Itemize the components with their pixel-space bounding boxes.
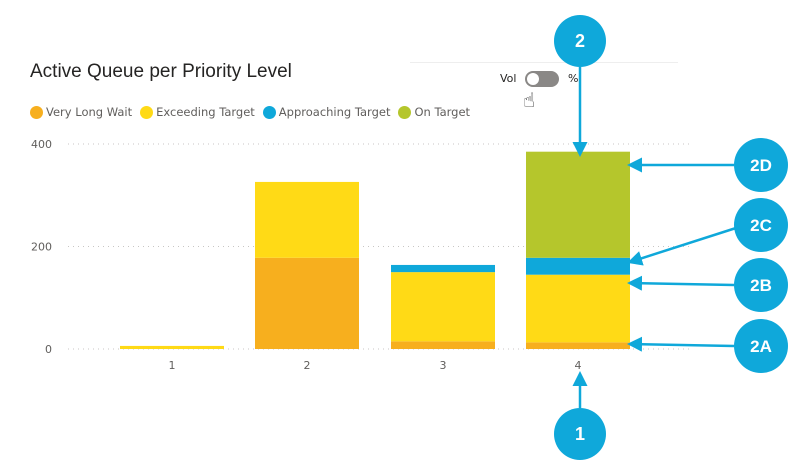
toggle-label-vol: Vol bbox=[500, 72, 517, 85]
bar-segment-2-exceeding-target[interactable] bbox=[255, 181, 359, 258]
callout-arrow-2A bbox=[627, 336, 735, 352]
chart-title: Active Queue per Priority Level bbox=[30, 61, 292, 82]
callout-label: 2B bbox=[750, 276, 772, 295]
bar-segment-4-very-long-wait[interactable] bbox=[526, 342, 630, 349]
callout-2D: 2D bbox=[734, 138, 788, 192]
legend-item-exceeding-target[interactable]: Exceeding Target bbox=[140, 105, 255, 119]
callout-label: 2 bbox=[575, 31, 585, 51]
callout-2A: 2A bbox=[734, 319, 788, 373]
callout-circle bbox=[734, 258, 788, 312]
bar-segment-1-exceeding-target[interactable] bbox=[120, 345, 224, 349]
callout-label: 2A bbox=[750, 337, 772, 356]
bar-segment-3-approaching-target[interactable] bbox=[391, 264, 495, 273]
x-tick-label: 1 bbox=[169, 359, 176, 372]
callout-label: 2C bbox=[750, 216, 772, 235]
bar-segment-3-very-long-wait[interactable] bbox=[391, 341, 495, 349]
bar-segment-4-approaching-target[interactable] bbox=[526, 257, 630, 275]
callout-circle bbox=[734, 319, 788, 373]
legend-dot-on-target bbox=[398, 105, 412, 119]
legend-item-very-long-wait[interactable]: Very Long Wait bbox=[30, 105, 132, 119]
callout-2C: 2C bbox=[734, 198, 788, 252]
callout-circle bbox=[734, 198, 788, 252]
callout-arrow-2B bbox=[627, 275, 735, 291]
y-tick-label: 400 bbox=[31, 138, 52, 151]
bar-segment-3-exceeding-target[interactable] bbox=[391, 272, 495, 342]
legend-item-approaching-target[interactable]: Approaching Target bbox=[262, 105, 391, 119]
bar-segment-2-very-long-wait[interactable] bbox=[255, 257, 359, 349]
legend-label: Approaching Target bbox=[278, 105, 391, 119]
vol-percent-toggle[interactable] bbox=[525, 71, 559, 87]
x-tick-label: 4 bbox=[575, 359, 582, 372]
legend-dot-exceeding-target bbox=[140, 105, 154, 119]
callout-2: 2 bbox=[554, 15, 606, 67]
legend-dot-approaching-target bbox=[262, 105, 276, 119]
toggle-label-percent: % bbox=[568, 72, 579, 85]
bar-segment-4-on-target[interactable] bbox=[526, 151, 630, 258]
toggle-knob bbox=[527, 73, 539, 85]
hand-pointer-icon: ☝ bbox=[523, 88, 536, 112]
chart-legend: Very Long Wait Exceeding Target Approach… bbox=[30, 105, 470, 119]
x-tick-label: 2 bbox=[304, 359, 311, 372]
header-divider bbox=[410, 62, 678, 63]
y-tick-label: 200 bbox=[31, 241, 52, 254]
callout-1: 1 bbox=[554, 408, 606, 460]
callout-arrow-2C bbox=[627, 226, 737, 266]
legend-item-on-target[interactable]: On Target bbox=[398, 105, 470, 119]
bar-segment-4-exceeding-target[interactable] bbox=[526, 274, 630, 343]
y-tick-label: 0 bbox=[45, 343, 52, 356]
legend-label: Very Long Wait bbox=[46, 105, 133, 119]
legend-label: On Target bbox=[414, 105, 471, 119]
callout-label: 2D bbox=[750, 156, 772, 175]
legend-label: Exceeding Target bbox=[156, 105, 255, 119]
callout-circle bbox=[554, 15, 606, 67]
legend-dot-very-long-wait bbox=[30, 105, 43, 119]
callout-circle bbox=[734, 138, 788, 192]
callout-2B: 2B bbox=[734, 258, 788, 312]
callout-label: 1 bbox=[575, 424, 585, 444]
callout-circle bbox=[554, 408, 606, 460]
x-tick-label: 3 bbox=[440, 359, 447, 372]
